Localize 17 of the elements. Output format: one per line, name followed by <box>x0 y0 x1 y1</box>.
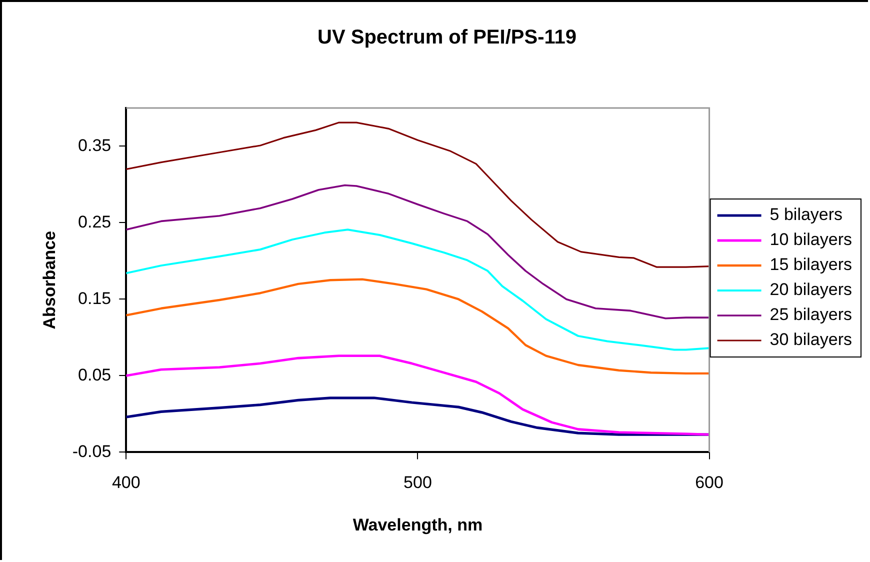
x-tick-label: 600 <box>695 473 724 492</box>
y-axis-title: Absorbance <box>40 230 59 330</box>
x-axis-title: Wavelength, nm <box>352 515 483 534</box>
x-tick-label: 400 <box>112 473 140 492</box>
y-tick-label: 0.35 <box>78 136 112 155</box>
chart-title: UV Spectrum of PEI/PS-119 <box>318 26 576 49</box>
legend-label: 10 bilayers <box>770 230 852 250</box>
legend-label: 15 bilayers <box>770 255 852 274</box>
y-tick-label: 0.15 <box>78 288 112 308</box>
legend-label: 20 bilayers <box>770 280 852 300</box>
legend-label: 5 bilayers <box>770 205 843 224</box>
legend-label: 25 bilayers <box>770 305 852 324</box>
x-tick-label: 500 <box>404 473 432 492</box>
y-tick-label: 0.05 <box>78 365 112 384</box>
y-tick-label: -0.05 <box>72 442 112 461</box>
legend-label: 30 bilayers <box>770 330 852 350</box>
y-tick-label: 0.25 <box>78 212 112 232</box>
